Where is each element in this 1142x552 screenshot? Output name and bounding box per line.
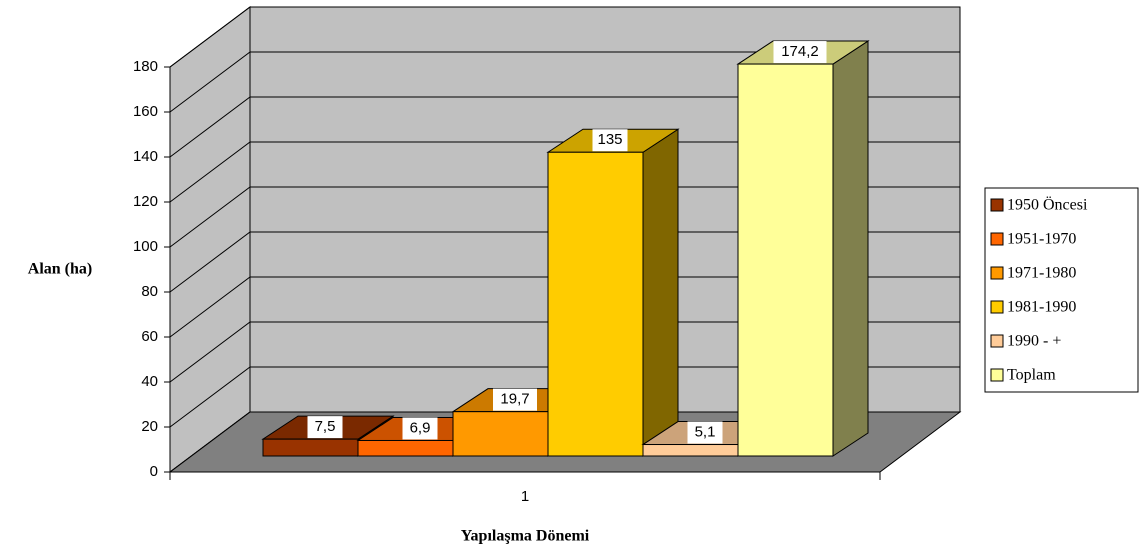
y-tick-label: 140 xyxy=(133,148,158,165)
data-label: 135 xyxy=(597,131,622,148)
legend-label: 1981-1990 xyxy=(1007,299,1076,316)
y-axis-title: Alan (ha) xyxy=(28,261,92,278)
grid-line xyxy=(169,411,960,473)
data-label-box xyxy=(307,416,343,439)
bar xyxy=(642,444,739,457)
data-label: 174,2 xyxy=(781,43,819,60)
y-tick-label: 20 xyxy=(141,418,158,435)
legend-swatch xyxy=(990,334,1004,348)
y-tick-label: 40 xyxy=(141,373,158,390)
legend-swatch xyxy=(990,300,1004,314)
legend-swatch xyxy=(990,368,1004,382)
y-tick-label: 0 xyxy=(150,463,158,480)
bar xyxy=(262,438,359,457)
bar xyxy=(737,63,834,457)
side-wall xyxy=(169,6,251,473)
y-tick-label: 80 xyxy=(141,283,158,300)
grid-line xyxy=(169,186,960,248)
data-label: 7,5 xyxy=(315,418,336,435)
legend-swatch xyxy=(990,266,1004,280)
legend-label: Toplam xyxy=(1007,367,1056,384)
legend-label: 1990 - + xyxy=(1007,333,1061,350)
bar xyxy=(452,411,549,457)
y-tick-label: 180 xyxy=(133,58,158,75)
bar-side xyxy=(642,128,679,457)
data-label-box xyxy=(592,129,628,152)
grid-line xyxy=(169,366,960,428)
y-tick-label: 60 xyxy=(141,328,158,345)
y-tick-label: 120 xyxy=(133,193,158,210)
x-tick-label: 1 xyxy=(521,488,529,505)
data-label-box xyxy=(493,388,537,411)
data-label-box xyxy=(773,41,827,64)
legend-label: 1971-1980 xyxy=(1007,265,1076,282)
data-label-box xyxy=(402,417,438,440)
bar xyxy=(547,151,644,457)
legend-label: 1950 Öncesi xyxy=(1007,196,1088,214)
legend-label: 1951-1970 xyxy=(1007,231,1076,248)
y-tick-label: 160 xyxy=(133,103,158,120)
legend xyxy=(984,187,1139,393)
data-label-box xyxy=(687,421,723,444)
grid-line xyxy=(169,276,960,338)
data-label: 19,7 xyxy=(500,391,529,408)
grid-line xyxy=(169,231,960,293)
data-label: 5,1 xyxy=(695,423,716,440)
grid-line xyxy=(169,6,960,68)
grid-line xyxy=(169,51,960,113)
legend-swatch xyxy=(990,232,1004,246)
y-tick-label: 100 xyxy=(133,238,158,255)
bar xyxy=(357,439,454,457)
data-label: 6,9 xyxy=(410,419,431,436)
grid-line xyxy=(169,96,960,158)
grid-line xyxy=(169,141,960,203)
bar-side xyxy=(832,40,869,457)
x-axis-title: Yapılaşma Dönemi xyxy=(461,528,590,545)
grid-line xyxy=(169,321,960,383)
legend-swatch xyxy=(990,198,1004,212)
